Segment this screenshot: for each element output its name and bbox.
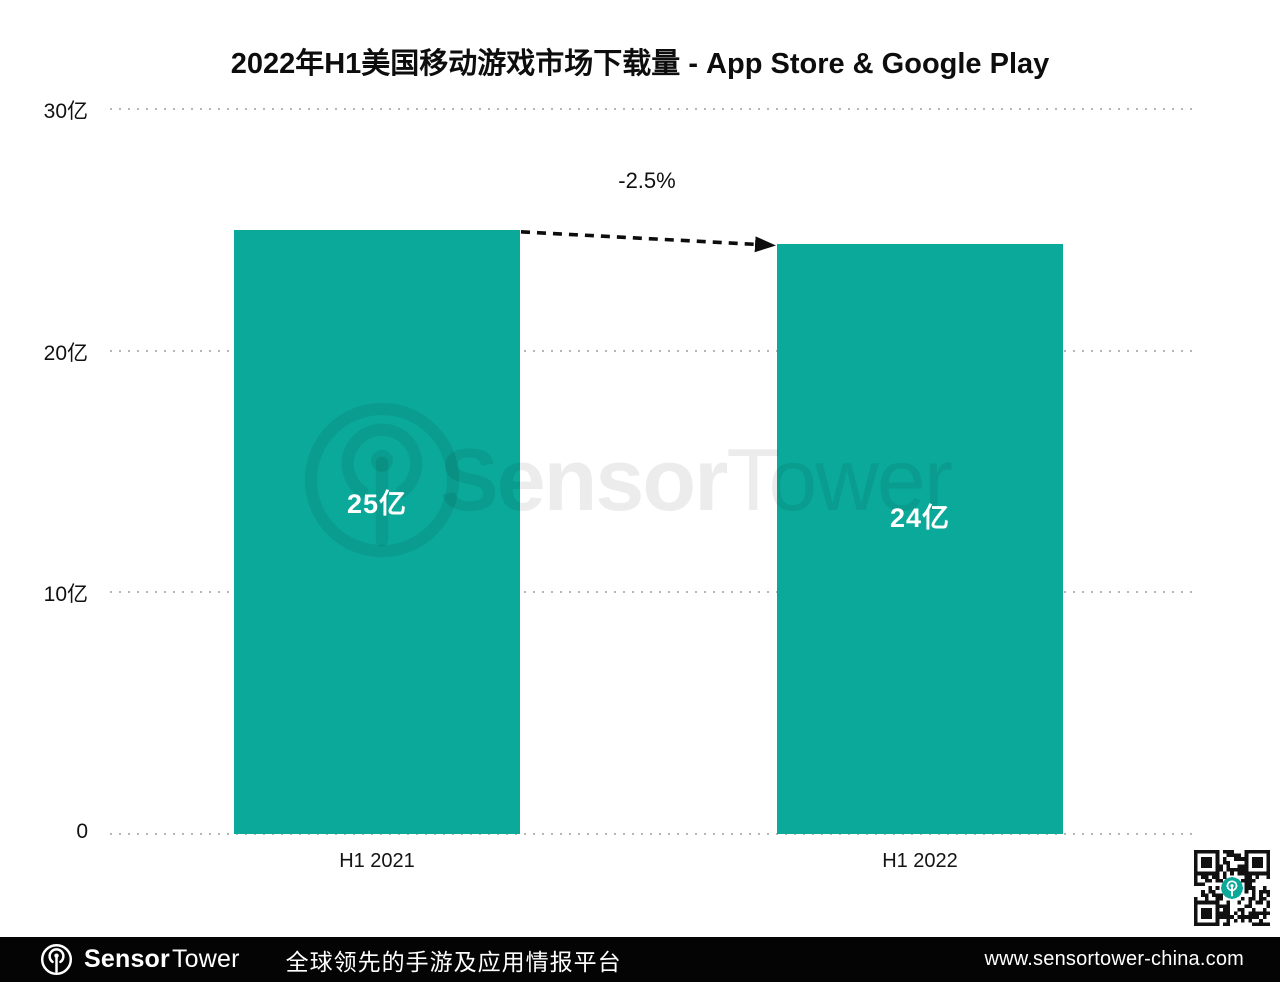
bar-h1-2021 — [234, 229, 520, 834]
sensortower-logo-icon — [40, 943, 73, 976]
gridline — [110, 833, 1193, 835]
bar-value-label: 24亿 — [889, 503, 951, 534]
change-percentage-label: -2.5% — [618, 168, 676, 193]
bar-value-label: 25亿 — [346, 488, 408, 519]
footer-bar: SensorTower 全球领先的手游及应用情报平台 www.sensortow… — [0, 937, 1280, 982]
y-axis-tick-label: 20亿 — [43, 341, 88, 365]
bar-h1-2022 — [777, 244, 1063, 834]
y-axis-tick-label: 0 — [76, 820, 88, 843]
gridline — [110, 108, 1193, 110]
x-axis-label-h1-2022: H1 2022 — [882, 850, 958, 872]
footer-brand-text: SensorTower — [84, 945, 240, 974]
qr-code — [1194, 850, 1270, 926]
qr-center-logo-icon — [1221, 877, 1243, 899]
y-axis-tick-label: 30亿 — [43, 100, 88, 123]
y-axis-tick-label: 10亿 — [43, 583, 88, 607]
gridline — [110, 349, 1193, 352]
x-axis-label-h1-2021: H1 2021 — [339, 850, 415, 872]
footer-brand-bold: Sensor — [84, 945, 170, 973]
footer-tagline: 全球领先的手游及应用情报平台 — [285, 948, 622, 975]
footer-brand-regular: Tower — [171, 945, 240, 973]
gridline — [110, 591, 1193, 594]
chart-title: 2022年H1美国移动游戏市场下载量 - App Store & Google … — [230, 48, 1050, 80]
footer-url: www.sensortower-china.com — [984, 948, 1244, 970]
